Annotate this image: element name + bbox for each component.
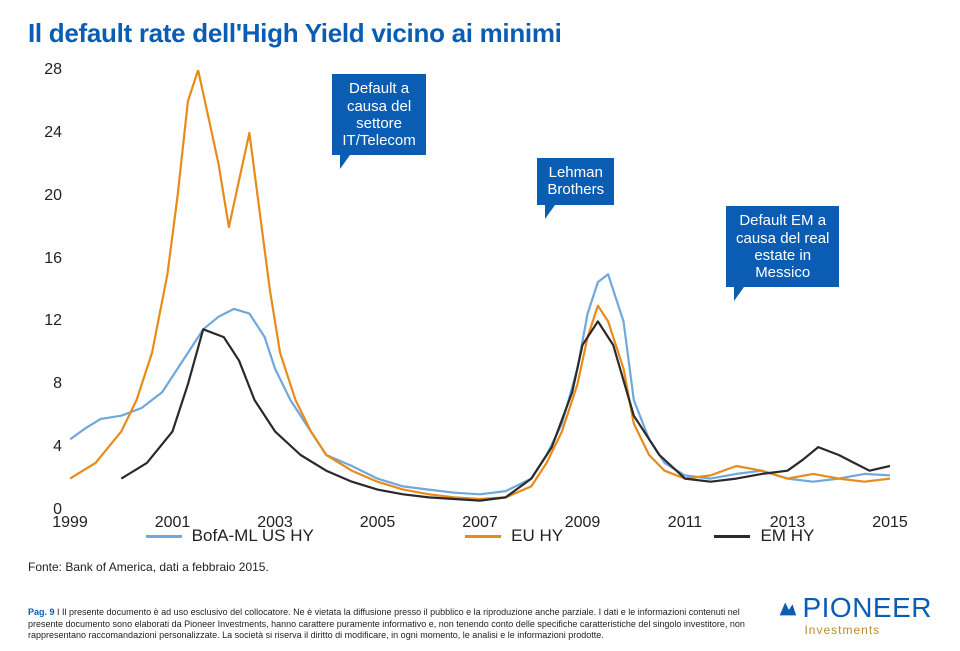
footer-text: Il presente documento è ad uso esclusivo… [28,607,745,640]
legend-label: BofA-ML US HY [192,526,314,546]
footer-disclaimer: Pag. 9 I Il presente documento è ad uso … [28,607,748,641]
ytick-label: 12 [44,312,62,330]
legend-swatch-icon [146,535,182,538]
pioneer-logo: PIONEER Investments [776,595,932,637]
callout-box: Default EM acausa del realestate inMessi… [726,206,839,287]
line-chart: 0481216202428199920012003200520072009201… [70,70,890,510]
legend-item: EU HY [465,526,563,546]
ytick-label: 4 [53,438,62,456]
source-text: Fonte: Bank of America, dati a febbraio … [28,560,269,574]
legend-swatch-icon [714,535,750,538]
slide: Il default rate dell'High Yield vicino a… [0,0,960,651]
logo-sub: Investments [804,623,880,637]
chart-svg [70,70,890,510]
logo-mark-icon [776,597,798,619]
ytick-label: 16 [44,250,62,268]
legend-item: BofA-ML US HY [146,526,314,546]
legend-item: EM HY [714,526,814,546]
callout-box: Default acausa delsettoreIT/Telecom [332,74,425,155]
footer-sep: I [55,607,63,617]
page-number: Pag. 9 [28,607,55,617]
series-line [70,274,890,494]
ytick-label: 28 [44,61,62,79]
legend: BofA-ML US HY EU HY EM HY [70,526,890,546]
ytick-label: 20 [44,187,62,205]
legend-label: EU HY [511,526,563,546]
callout-box: LehmanBrothers [537,158,614,205]
page-title: Il default rate dell'High Yield vicino a… [28,18,932,49]
logo-brand: PIONEER [802,592,932,623]
ytick-label: 24 [44,124,62,142]
ytick-label: 8 [53,375,62,393]
legend-swatch-icon [465,535,501,538]
legend-label: EM HY [760,526,814,546]
